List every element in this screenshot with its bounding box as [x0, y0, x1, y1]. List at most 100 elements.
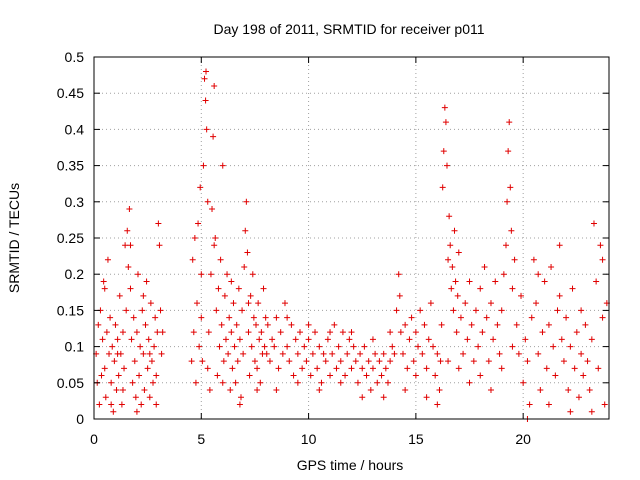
data-point — [335, 343, 342, 350]
data-point — [228, 278, 235, 285]
data-point — [438, 321, 445, 328]
data-point — [139, 307, 146, 314]
data-point — [155, 220, 162, 227]
data-point — [233, 321, 240, 328]
data-point — [412, 372, 419, 379]
data-point — [243, 198, 250, 205]
data-point — [309, 350, 316, 357]
data-point — [254, 387, 261, 394]
data-point — [437, 358, 444, 365]
data-point — [146, 394, 153, 401]
data-point — [316, 343, 323, 350]
data-point — [415, 343, 422, 350]
data-point — [217, 256, 224, 263]
data-point — [475, 343, 482, 350]
data-point — [396, 292, 403, 299]
data-point — [145, 336, 152, 343]
data-point — [406, 336, 413, 343]
data-point — [221, 292, 228, 299]
data-point — [457, 314, 464, 321]
data-point — [593, 278, 600, 285]
data-point — [100, 278, 107, 285]
data-point — [236, 336, 243, 343]
data-point — [588, 408, 595, 415]
data-point — [432, 372, 439, 379]
data-point — [253, 321, 260, 328]
data-point — [134, 271, 141, 278]
data-point — [263, 350, 270, 357]
data-point — [150, 379, 157, 386]
data-point — [425, 336, 432, 343]
data-point — [249, 271, 256, 278]
data-point — [107, 314, 114, 321]
data-point — [99, 336, 106, 343]
data-point — [599, 256, 606, 263]
data-point — [231, 343, 238, 350]
data-point — [136, 372, 143, 379]
data-point — [402, 321, 409, 328]
data-point — [279, 350, 286, 357]
data-point — [273, 314, 280, 321]
data-point — [241, 263, 248, 270]
data-point — [199, 358, 206, 365]
data-point — [195, 220, 202, 227]
data-point — [511, 256, 518, 263]
data-point — [219, 162, 226, 169]
data-point — [329, 350, 336, 357]
data-point — [434, 350, 441, 357]
data-point — [204, 365, 211, 372]
data-point — [352, 358, 359, 365]
data-point — [188, 358, 195, 365]
data-point — [453, 329, 460, 336]
data-point — [440, 148, 447, 155]
data-point — [203, 126, 210, 133]
data-point — [452, 278, 459, 285]
data-point — [314, 365, 321, 372]
data-point — [498, 365, 505, 372]
data-point — [539, 329, 546, 336]
data-point — [153, 372, 160, 379]
data-point — [578, 350, 585, 357]
data-point — [131, 358, 138, 365]
y-tick-label: 0.35 — [57, 158, 84, 174]
data-point — [506, 119, 513, 126]
data-point — [513, 321, 520, 328]
data-point — [297, 329, 303, 336]
data-point — [337, 358, 344, 365]
data-point — [104, 256, 111, 263]
data-point — [95, 321, 102, 328]
y-tick-label: 0.05 — [57, 375, 84, 391]
data-point — [275, 365, 282, 372]
data-point — [509, 343, 516, 350]
data-point — [522, 336, 529, 343]
data-point — [258, 329, 265, 336]
data-point — [464, 336, 471, 343]
data-point — [449, 263, 456, 270]
data-point — [545, 401, 552, 408]
y-tick-label: 0.45 — [57, 85, 84, 101]
data-point — [214, 372, 221, 379]
data-point — [192, 379, 199, 386]
data-point — [228, 329, 235, 336]
data-point — [292, 336, 299, 343]
y-tick-label: 0.4 — [65, 121, 85, 137]
data-point — [450, 307, 457, 314]
gridlines — [94, 57, 609, 419]
data-point — [130, 314, 137, 321]
data-point — [197, 184, 204, 191]
data-point — [359, 365, 366, 372]
data-point — [143, 278, 150, 285]
data-point — [211, 82, 218, 89]
data-point — [447, 242, 454, 249]
data-point — [147, 300, 154, 307]
data-point — [357, 350, 364, 357]
data-point — [256, 336, 263, 343]
data-point — [153, 401, 160, 408]
data-point — [543, 365, 550, 372]
data-point — [563, 314, 570, 321]
y-axis-label: SRMTID / TECUs — [6, 183, 22, 293]
data-point — [237, 394, 244, 401]
y-tick-label: 0.15 — [57, 302, 84, 318]
data-point — [242, 227, 249, 234]
data-point — [115, 372, 122, 379]
